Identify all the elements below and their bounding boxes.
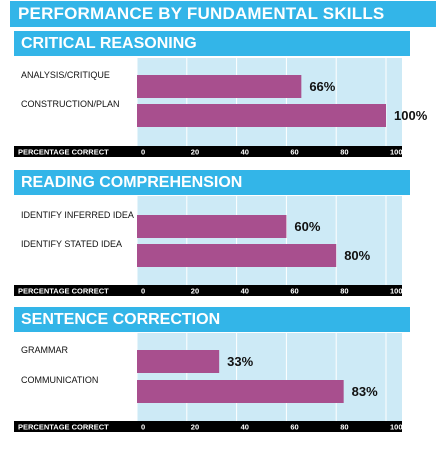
x-tick-label: 40 (241, 148, 249, 157)
x-tick-label: 40 (241, 287, 249, 296)
x-tick-label: 60 (290, 423, 298, 432)
section-title-reading-comprehension: READING COMPREHENSION (14, 170, 410, 195)
x-tick-label: 0 (141, 287, 145, 296)
bar (137, 104, 386, 127)
bar (137, 350, 220, 373)
bar (137, 75, 302, 98)
category-label: COMMUNICATION (21, 375, 98, 385)
x-tick-label: 100 (390, 287, 403, 296)
x-tick-label: 40 (241, 423, 249, 432)
x-tick-label: 20 (191, 423, 199, 432)
value-label: 33% (227, 354, 253, 369)
plot-area (137, 58, 402, 146)
plot-area (137, 333, 402, 421)
bar (137, 380, 344, 403)
x-tick-label: 80 (340, 287, 348, 296)
value-label: 80% (344, 248, 370, 263)
plot-area (137, 196, 402, 285)
category-label: IDENTIFY INFERRED IDEA (21, 210, 134, 220)
value-label: 83% (352, 384, 378, 399)
section-title-sentence-correction: SENTENCE CORRECTION (14, 307, 410, 332)
main-title: PERFORMANCE BY FUNDAMENTAL SKILLS (10, 1, 436, 27)
x-tick-label: 100 (390, 423, 403, 432)
x-tick-label: 80 (340, 423, 348, 432)
x-tick-label: 0 (141, 148, 145, 157)
value-label: 100% (394, 108, 428, 123)
section-title-critical-reasoning: CRITICAL REASONING (14, 31, 410, 56)
x-axis-label: PERCENTAGE CORRECT (18, 287, 109, 296)
axis-strip (14, 421, 402, 432)
category-label: ANALYSIS/CRITIQUE (21, 70, 110, 80)
x-tick-label: 80 (340, 148, 348, 157)
x-tick-label: 0 (141, 423, 145, 432)
x-tick-label: 20 (191, 148, 199, 157)
x-tick-label: 60 (290, 287, 298, 296)
bar (137, 244, 337, 267)
x-tick-label: 20 (191, 287, 199, 296)
category-label: GRAMMAR (21, 345, 69, 355)
value-label: 66% (309, 79, 335, 94)
value-label: 60% (294, 219, 320, 234)
axis-strip (14, 146, 402, 157)
axis-strip (14, 285, 402, 296)
x-tick-label: 100 (390, 148, 403, 157)
category-label: IDENTIFY STATED IDEA (21, 239, 122, 249)
x-tick-label: 60 (290, 148, 298, 157)
x-axis-label: PERCENTAGE CORRECT (18, 148, 109, 157)
category-label: CONSTRUCTION/PLAN (21, 99, 120, 109)
bar (137, 215, 287, 238)
x-axis-label: PERCENTAGE CORRECT (18, 423, 109, 432)
